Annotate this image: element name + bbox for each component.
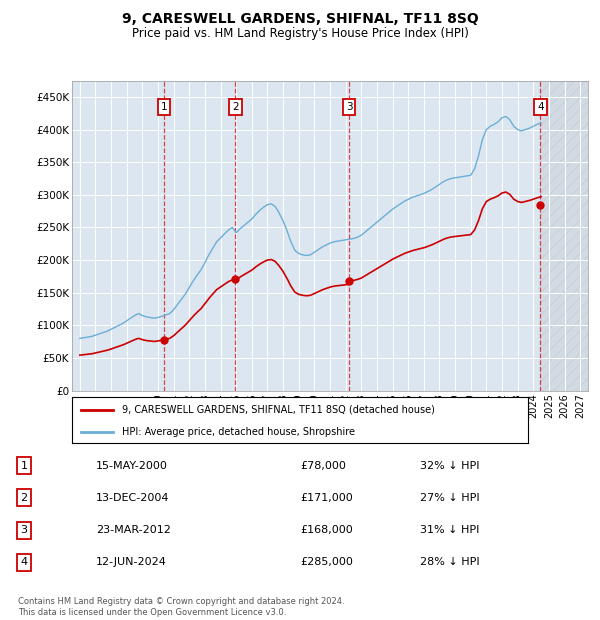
Text: 27% ↓ HPI: 27% ↓ HPI (420, 493, 479, 503)
Text: 15-MAY-2000: 15-MAY-2000 (96, 461, 168, 471)
Text: 28% ↓ HPI: 28% ↓ HPI (420, 557, 479, 567)
Text: £171,000: £171,000 (300, 493, 353, 503)
Text: £78,000: £78,000 (300, 461, 346, 471)
Text: £285,000: £285,000 (300, 557, 353, 567)
Text: 31% ↓ HPI: 31% ↓ HPI (420, 525, 479, 535)
Text: 3: 3 (20, 525, 28, 535)
Text: 2: 2 (20, 493, 28, 503)
Bar (541, 81, 588, 391)
Text: 13-DEC-2004: 13-DEC-2004 (96, 493, 170, 503)
Text: 32% ↓ HPI: 32% ↓ HPI (420, 461, 479, 471)
Text: HPI: Average price, detached house, Shropshire: HPI: Average price, detached house, Shro… (122, 427, 355, 436)
Text: £168,000: £168,000 (300, 525, 353, 535)
Text: Price paid vs. HM Land Registry's House Price Index (HPI): Price paid vs. HM Land Registry's House … (131, 27, 469, 40)
Text: 1: 1 (160, 102, 167, 112)
Text: 1: 1 (20, 461, 28, 471)
Text: 9, CARESWELL GARDENS, SHIFNAL, TF11 8SQ (detached house): 9, CARESWELL GARDENS, SHIFNAL, TF11 8SQ … (122, 405, 435, 415)
Text: 23-MAR-2012: 23-MAR-2012 (96, 525, 171, 535)
Text: 2: 2 (232, 102, 239, 112)
Text: 4: 4 (20, 557, 28, 567)
Text: 4: 4 (537, 102, 544, 112)
Text: Contains HM Land Registry data © Crown copyright and database right 2024.
This d: Contains HM Land Registry data © Crown c… (18, 598, 344, 617)
Text: 3: 3 (346, 102, 353, 112)
Text: 9, CARESWELL GARDENS, SHIFNAL, TF11 8SQ: 9, CARESWELL GARDENS, SHIFNAL, TF11 8SQ (122, 12, 478, 27)
Text: 12-JUN-2024: 12-JUN-2024 (96, 557, 167, 567)
